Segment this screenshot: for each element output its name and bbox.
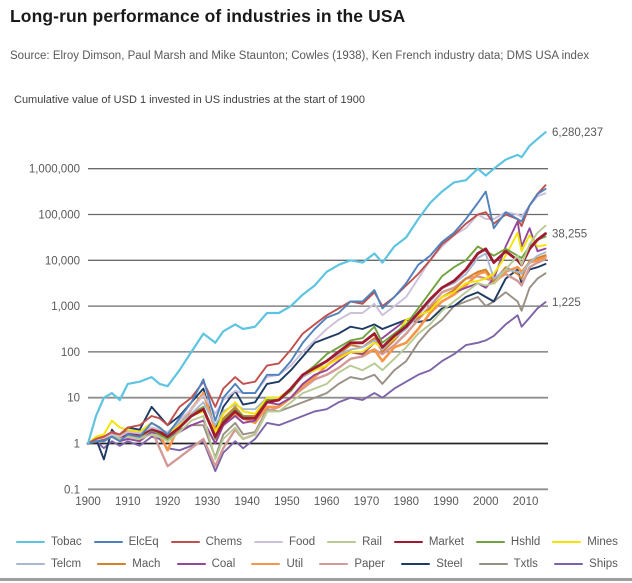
x-axis-tick: 1990 xyxy=(433,496,459,508)
x-axis-tick: 1930 xyxy=(195,496,221,508)
legend-label-Mines: Mines xyxy=(587,536,618,548)
legend-swatch-Mach xyxy=(97,562,127,566)
x-axis-tick: 1920 xyxy=(155,496,181,508)
series-line-Rail xyxy=(87,224,547,461)
legend-swatch-Coal xyxy=(176,562,206,566)
legend-item-Food: Food xyxy=(253,536,316,548)
legend-item-Hshld: Hshld xyxy=(475,536,541,548)
series-line-Coal xyxy=(87,220,547,445)
legend-label-Telcm: Telcm xyxy=(51,558,82,570)
annotation-Ships: 1,225 xyxy=(552,297,581,309)
legend-item-Steel: Steel xyxy=(401,558,462,570)
legend-label-Coal: Coal xyxy=(211,558,236,570)
legend-swatch-Txtls xyxy=(478,562,508,566)
legend-swatch-Steel xyxy=(401,562,431,566)
legend-swatch-Rail xyxy=(327,540,357,544)
x-axis-tick: 1960 xyxy=(314,496,340,508)
legend-label-Market: Market xyxy=(428,536,464,548)
y-axis-tick: 10 xyxy=(67,393,80,405)
legend-label-Tobac: Tobac xyxy=(51,536,82,548)
chart-subtitle: Cumulative value of USD 1 invested in US… xyxy=(14,94,365,106)
x-axis-tick: 1900 xyxy=(75,496,101,508)
legend-swatch-Ships xyxy=(554,562,584,566)
annotation-Market: 38,255 xyxy=(552,229,587,241)
legend-swatch-Paper xyxy=(319,562,349,566)
x-axis-tick: 2010 xyxy=(513,496,539,508)
series-line-Chems xyxy=(87,184,547,445)
page-title: Long-run performance of industries in th… xyxy=(10,6,406,26)
x-axis-tick: 2000 xyxy=(473,496,499,508)
y-axis-tick: 0.1 xyxy=(64,484,80,496)
legend-item-Telcm: Telcm xyxy=(16,558,81,570)
legend-label-Mach: Mach xyxy=(132,558,161,570)
legend-item-Mach: Mach xyxy=(97,558,160,570)
chart-legend: Tobac ElcEq Chems Food Rail Market Hshld Mines … xyxy=(16,531,618,575)
series-line-Food xyxy=(87,192,547,445)
annotation-Tobac: 6,280,237 xyxy=(552,127,603,139)
legend-label-ElcEq: ElcEq xyxy=(128,536,159,548)
legend-item-Txtls: Txtls xyxy=(478,558,538,570)
legend-swatch-Mines xyxy=(552,540,582,544)
legend-item-Chems: Chems xyxy=(170,536,243,548)
legend-swatch-Market xyxy=(393,540,423,544)
legend-swatch-Chems xyxy=(170,540,200,544)
legend-swatch-Util xyxy=(251,562,281,566)
legend-label-Paper: Paper xyxy=(354,558,385,570)
x-axis-tick: 1980 xyxy=(393,496,419,508)
y-axis-tick: 1 xyxy=(74,439,80,451)
bottom-divider xyxy=(0,578,632,581)
legend-item-ElcEq: ElcEq xyxy=(93,536,159,548)
x-axis-tick: 1970 xyxy=(354,496,380,508)
x-axis-tick: 1950 xyxy=(274,496,300,508)
series-line-Market xyxy=(86,232,547,445)
legend-item-Rail: Rail xyxy=(327,536,382,548)
legend-label-Util: Util xyxy=(286,558,304,570)
x-axis-tick: 1910 xyxy=(115,496,141,508)
y-axis-tick: 10,000 xyxy=(45,255,80,267)
legend-label-Chems: Chems xyxy=(205,536,243,548)
series-line-ElcEq xyxy=(87,187,547,445)
legend-swatch-Tobac xyxy=(16,540,45,544)
industry-performance-chart: 0.1 1 10 100 1,000 10,000 100,000 1,000,000 1900… xyxy=(29,127,603,508)
legend-item-Market: Market xyxy=(393,536,464,548)
source-note: Source: Elroy Dimson, Paul Marsh and Mik… xyxy=(10,50,590,62)
legend-label-Steel: Steel xyxy=(436,558,463,570)
legend-item-Ships: Ships xyxy=(554,558,618,570)
legend-row-1: Tobac ElcEq Chems Food Rail Market Hshld Mines xyxy=(16,531,618,553)
legend-swatch-Food xyxy=(253,540,283,544)
legend-row-2: Telcm Mach Coal Util Paper Steel Txtls Ships xyxy=(16,553,618,575)
series-line-Tobac xyxy=(86,131,547,445)
y-axis-tick: 1,000 xyxy=(51,301,80,313)
legend-label-Txtls: Txtls xyxy=(513,558,538,570)
y-axis-tick: 100,000 xyxy=(38,210,80,222)
series-line-Util xyxy=(86,255,547,452)
legend-item-Mines: Mines xyxy=(552,536,618,548)
legend-item-Coal: Coal xyxy=(176,558,236,570)
legend-item-Util: Util xyxy=(251,558,303,570)
y-axis-tick: 1,000,000 xyxy=(29,164,80,176)
legend-label-Hshld: Hshld xyxy=(510,536,541,548)
legend-swatch-Telcm xyxy=(16,562,45,566)
series-line-Steel xyxy=(87,263,547,461)
y-axis-tick: 100 xyxy=(61,347,80,359)
legend-label-Rail: Rail xyxy=(362,536,382,548)
legend-item-Tobac: Tobac xyxy=(16,536,82,548)
x-axis-tick: 1940 xyxy=(234,496,260,508)
legend-label-Food: Food xyxy=(288,536,316,548)
legend-swatch-Hshld xyxy=(475,540,505,544)
legend-item-Paper: Paper xyxy=(319,558,385,570)
legend-swatch-ElcEq xyxy=(93,540,123,544)
legend-label-Ships: Ships xyxy=(589,558,618,570)
